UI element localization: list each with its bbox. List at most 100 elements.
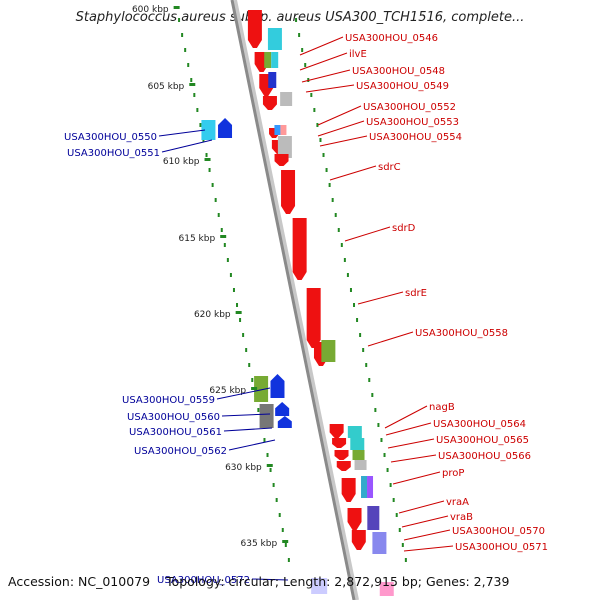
forward-gene-label: USA300HOU_0558 xyxy=(415,328,508,339)
forward-gene xyxy=(351,530,366,550)
ruler-tick xyxy=(204,158,211,161)
ruler-tick xyxy=(282,540,289,543)
outer-tick-dot xyxy=(362,348,365,352)
leader-line xyxy=(251,578,289,581)
forward-gene-label: sdrE xyxy=(405,288,427,299)
forward-gene xyxy=(341,478,356,502)
forward-gene-label: proP xyxy=(442,468,464,479)
outer-tick-dot xyxy=(368,378,371,382)
inner-tick-dot xyxy=(239,318,242,322)
outer-tick-dot xyxy=(328,183,331,187)
inner-tick-dot xyxy=(245,348,248,352)
forward-gene xyxy=(306,288,321,348)
forward-gene-label: USA300HOU_0566 xyxy=(438,451,531,462)
reverse-gene-label: USA300HOU_0572 xyxy=(157,575,250,586)
labels-layer: USA300HOU_0546 ilvE USA300HOU_0548 USA300HO… xyxy=(64,33,548,586)
inner-tick-dot xyxy=(232,288,235,292)
forward-gene-label: vraB xyxy=(450,512,473,523)
outer-tick-dot xyxy=(392,498,395,502)
inner-tick-dot xyxy=(248,363,251,367)
forward-gene-label: USA300HOU_0571 xyxy=(455,542,548,553)
forward-gene-label: USA300HOU_0553 xyxy=(366,117,459,128)
reverse-feature xyxy=(254,376,269,402)
forward-gene xyxy=(329,424,344,438)
inner-tick-dot xyxy=(217,213,220,217)
ruler-tick xyxy=(251,387,258,390)
outer-tick-dot xyxy=(380,438,383,442)
leader-line xyxy=(403,545,454,552)
outer-tick-dot xyxy=(395,513,398,517)
forward-gene-label: USA300HOU_0564 xyxy=(433,419,526,430)
forward-gene-label: USA300HOU_0565 xyxy=(436,435,529,446)
leader-line xyxy=(299,36,344,56)
forward-feature xyxy=(347,426,362,438)
ruler-tick xyxy=(189,83,196,86)
reverse-gene xyxy=(218,118,233,138)
forward-gene xyxy=(274,154,289,166)
outer-tick-dot xyxy=(316,123,319,127)
inner-tick-dot xyxy=(184,48,187,52)
ruler-tick xyxy=(266,464,273,467)
forward-gene-label: vraA xyxy=(446,497,469,508)
forward-gene-label: USA300HOU_0552 xyxy=(363,102,456,113)
inner-tick-dot xyxy=(257,408,260,412)
inner-tick-dot xyxy=(242,333,245,337)
forward-gene xyxy=(247,10,262,48)
outer-tick-dot xyxy=(343,258,346,262)
reverse-gene-label: USA300HOU_0561 xyxy=(129,427,222,438)
ruler-layer: 600 kbp 605 kbp 610 kbp 615 kbp 620 kbp 625 k… xyxy=(132,5,289,549)
leader-line xyxy=(317,105,362,126)
leader-line xyxy=(390,454,437,463)
inner-tick-dot xyxy=(266,453,269,457)
ruler-tick xyxy=(173,6,180,9)
outer-tick-dot xyxy=(383,453,386,457)
inner-tick-dot xyxy=(272,483,275,487)
forward-gene xyxy=(334,450,349,460)
inner-tick-dot xyxy=(263,438,266,442)
ruler-label: 605 kbp xyxy=(148,82,185,92)
outer-tick-dot xyxy=(337,228,340,232)
leader-line xyxy=(329,165,377,181)
leader-line xyxy=(305,84,355,93)
leader-line xyxy=(301,69,351,83)
backbone-shadow xyxy=(233,0,359,600)
outer-tick-dot xyxy=(322,153,325,157)
outer-tick-dot xyxy=(389,483,392,487)
outer-tick-dot xyxy=(401,543,404,547)
forward-gene xyxy=(347,508,362,530)
ruler-label: 600 kbp xyxy=(132,5,169,15)
leader-line xyxy=(221,413,271,417)
leader-line xyxy=(228,439,276,451)
backbone-line xyxy=(230,0,356,600)
forward-gene-label: USA300HOU_0546 xyxy=(345,33,438,44)
outer-tick-dot xyxy=(377,423,380,427)
reverse-gene-label: USA300HOU_0550 xyxy=(64,132,157,143)
inner-tick-dot xyxy=(229,273,232,277)
inner-tick-dot xyxy=(190,78,193,82)
inner-tick-dot xyxy=(223,243,226,247)
leader-line xyxy=(158,129,206,137)
inner-tick-dot xyxy=(251,378,254,382)
outer-tick-dot xyxy=(301,48,304,52)
forward-gene xyxy=(262,96,277,110)
leader-line xyxy=(161,139,213,153)
reverse-feature xyxy=(201,120,216,140)
reverse-gene xyxy=(270,374,285,398)
leader-line xyxy=(367,331,414,347)
forward-feature xyxy=(354,460,367,470)
outer-tick-dot xyxy=(340,243,343,247)
inner-tick-dot xyxy=(284,543,287,547)
accession-text: Accession: NC_010079 xyxy=(8,574,151,589)
inner-tick-dot xyxy=(187,63,190,67)
forward-feature xyxy=(274,125,281,135)
forward-gene xyxy=(336,461,351,471)
outer-tick-dot xyxy=(295,18,298,22)
forward-feature xyxy=(367,476,374,498)
outer-tick-dot xyxy=(325,168,328,172)
leader-line xyxy=(398,500,445,514)
outer-tick-dot xyxy=(298,33,301,37)
inner-tick-dot xyxy=(205,153,208,157)
forward-gene-label: ilvE xyxy=(349,49,367,60)
ruler-label: 615 kbp xyxy=(179,234,216,244)
